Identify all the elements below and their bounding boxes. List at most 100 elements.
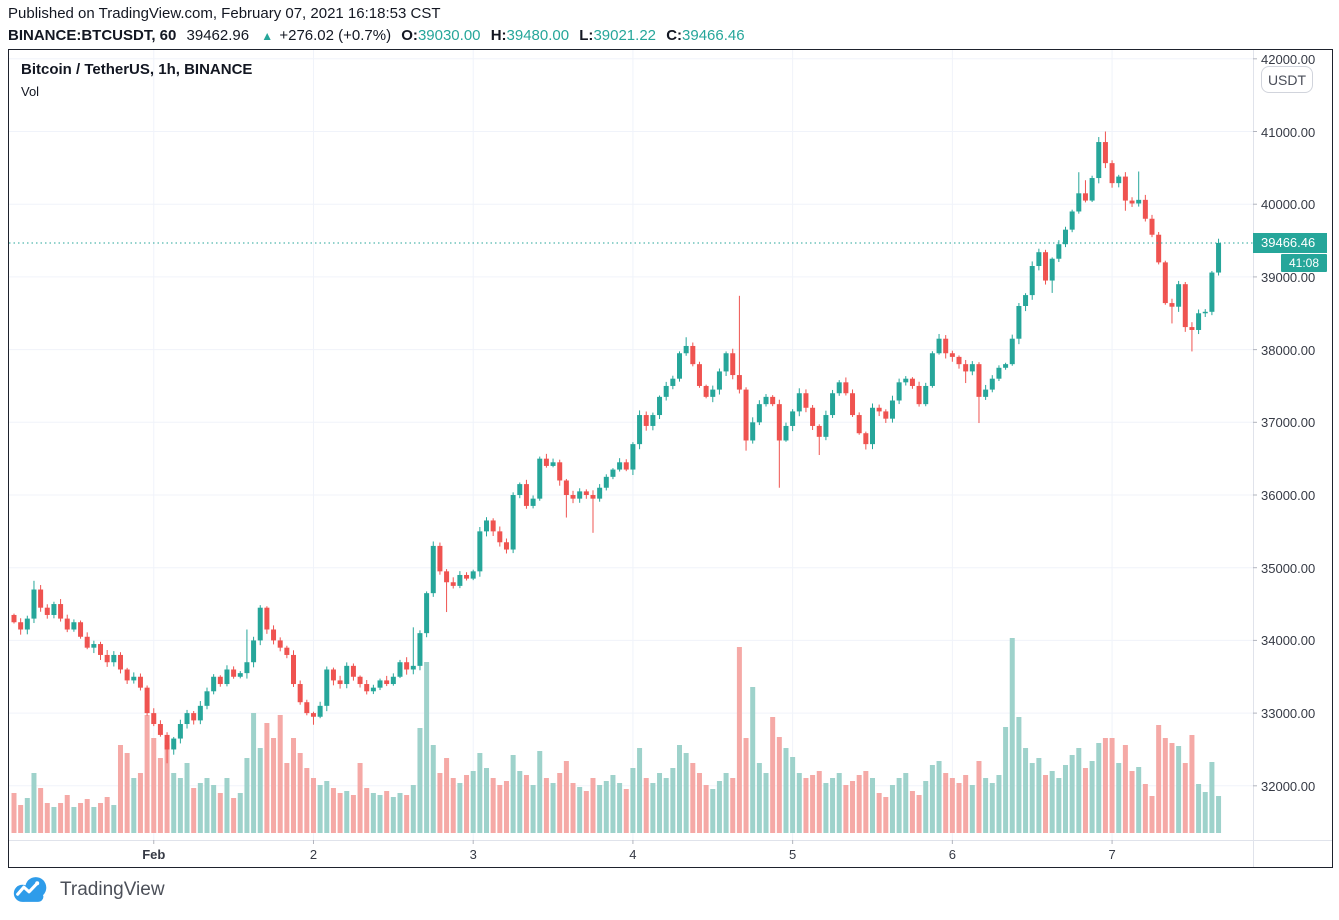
volume-bar — [410, 785, 416, 833]
volume-bar — [404, 795, 410, 833]
candle-body — [284, 647, 290, 655]
candlestick-chart-canvas[interactable] — [9, 50, 1332, 867]
candle-body — [310, 713, 316, 717]
volume-bar — [843, 785, 849, 833]
candle-body — [623, 462, 629, 470]
candle-body — [823, 415, 829, 437]
candle-body — [417, 633, 423, 666]
volume-bar — [1169, 743, 1175, 833]
volume-bar — [630, 768, 636, 833]
volume-bar — [916, 795, 922, 833]
volume-bar — [949, 778, 955, 833]
candle-body — [157, 724, 163, 735]
candle-body — [237, 673, 243, 677]
volume-bar — [1142, 784, 1148, 833]
volume-bar — [816, 771, 822, 833]
currency-toggle-badge[interactable]: USDT — [1261, 66, 1313, 93]
candle-body — [1003, 364, 1009, 368]
candle-body — [1162, 262, 1168, 304]
candle-body — [836, 382, 842, 394]
candle-body — [617, 462, 623, 470]
candle-body — [750, 422, 756, 441]
candle-body — [963, 364, 969, 372]
bar-countdown-badge: 41:08 — [1281, 254, 1327, 272]
chart-widget: Bitcoin / TetherUS, 1h, BINANCE Vol USDT… — [8, 49, 1333, 868]
candle-body — [151, 713, 157, 725]
volume-bar — [424, 662, 430, 833]
volume-bar — [1162, 738, 1168, 833]
candle-body — [497, 531, 503, 543]
candle-body — [31, 589, 37, 619]
volume-bar — [716, 781, 722, 833]
volume-bar — [657, 773, 663, 833]
candle-body — [936, 338, 942, 354]
volume-bar — [417, 728, 423, 833]
volume-bar — [803, 778, 809, 833]
candle-body — [91, 644, 97, 648]
volume-bar — [1096, 743, 1102, 833]
candle-body — [58, 604, 64, 619]
volume-bar — [597, 785, 603, 833]
price-axis-label: 37000.00 — [1261, 415, 1316, 431]
candle-body — [477, 531, 483, 572]
volume-bar — [377, 795, 383, 833]
volume-bar — [696, 773, 702, 833]
candle-body — [630, 444, 636, 470]
candle-body — [404, 662, 410, 670]
candle-body — [291, 654, 297, 685]
last-price-value: 39462.96 — [186, 27, 250, 44]
candle-body — [1082, 193, 1088, 201]
candle-body — [244, 662, 250, 674]
volume-bar — [677, 745, 682, 833]
volume-bar — [177, 778, 183, 833]
volume-bar — [976, 761, 982, 833]
candle-body — [583, 491, 589, 496]
candle-body — [856, 415, 862, 434]
candle-body — [796, 393, 802, 412]
symbol-name: BINANCE:BTCUSDT, 60 — [8, 27, 177, 44]
candle-body — [231, 669, 237, 677]
volume-bar — [24, 798, 30, 833]
volume-bar — [590, 778, 596, 833]
volume-bar — [58, 803, 64, 833]
candle-body — [730, 353, 736, 376]
candle-body — [537, 458, 543, 499]
volume-bar — [191, 788, 197, 833]
volume-bar — [1069, 755, 1075, 833]
volume-bar — [1109, 738, 1115, 833]
candle-body — [78, 622, 84, 637]
volume-bar — [543, 778, 549, 833]
volume-bar — [723, 773, 729, 833]
volume-bar — [437, 773, 443, 833]
volume-bar — [850, 781, 856, 833]
volume-bar — [1216, 796, 1222, 833]
candle-body — [650, 415, 656, 426]
volume-bar — [703, 785, 709, 833]
volume-bar — [284, 763, 290, 833]
candle-body — [84, 636, 90, 648]
candle-body — [1076, 193, 1082, 212]
candle-body — [969, 364, 975, 372]
candle-body — [736, 375, 742, 390]
volume-bar — [643, 778, 649, 833]
volume-bar — [750, 687, 756, 833]
candle-body — [11, 614, 17, 623]
volume-bar — [577, 787, 583, 833]
volume-bar — [523, 775, 529, 833]
volume-bar — [810, 775, 816, 833]
candle-body — [470, 571, 476, 579]
volume-bar — [603, 781, 609, 833]
candle-body — [104, 654, 110, 663]
volume-bar — [244, 758, 250, 833]
tradingview-logo[interactable]: TradingView — [10, 874, 165, 905]
volume-bar — [996, 775, 1002, 833]
candle-body — [1109, 163, 1115, 184]
volume-bar — [909, 791, 915, 833]
time-axis-label: 7 — [1108, 847, 1116, 862]
volume-bar — [197, 783, 203, 833]
candle-body — [330, 669, 336, 681]
volume-bar — [1189, 735, 1195, 833]
volume-bar — [969, 785, 975, 833]
volume-bar — [78, 803, 84, 833]
candle-body — [710, 389, 716, 397]
